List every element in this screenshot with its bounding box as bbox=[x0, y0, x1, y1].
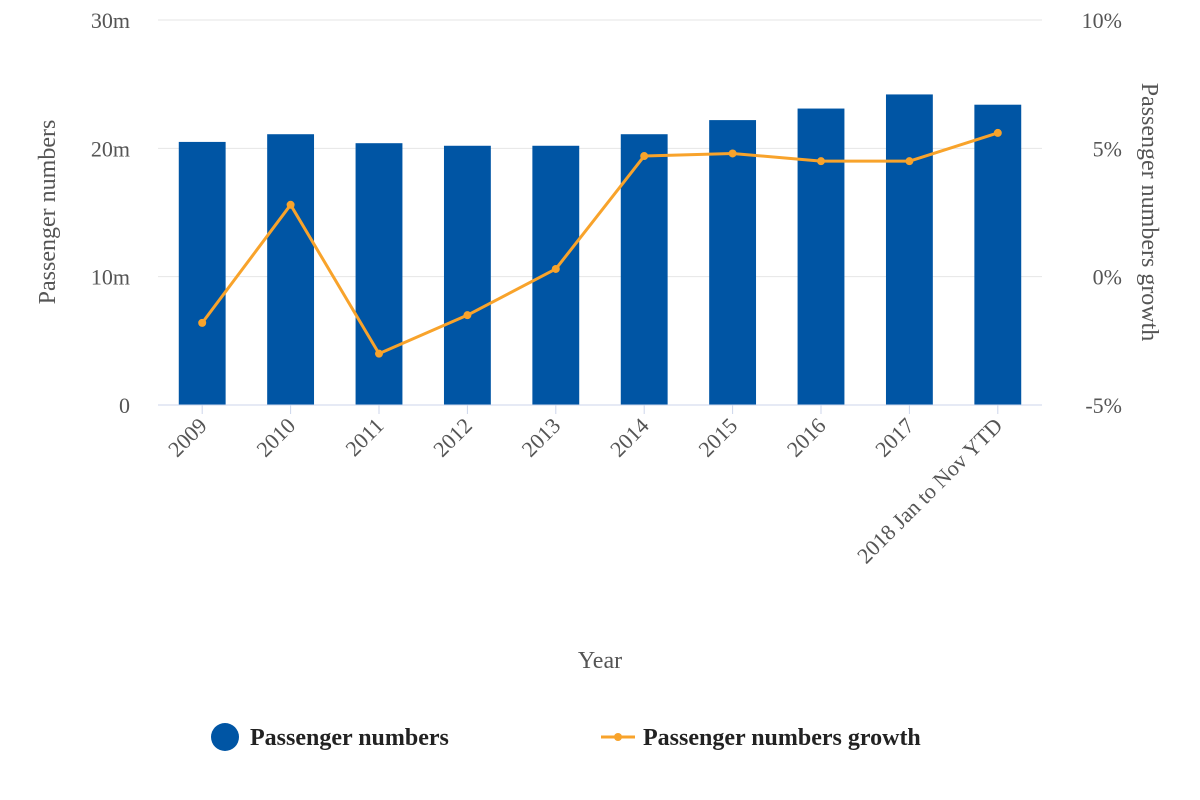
bar bbox=[974, 104, 1022, 405]
x-axis-title: Year bbox=[578, 648, 622, 674]
bar bbox=[443, 145, 491, 405]
y-tick-label: 10m bbox=[91, 265, 130, 290]
bar bbox=[709, 120, 757, 405]
growth-point bbox=[728, 149, 737, 158]
x-tick-label: 2012 bbox=[428, 413, 477, 462]
x-axis-labels: 2009 2010 2011 2012 2013 2014 2015 2016 20172018… bbox=[163, 413, 1007, 568]
legend-marker-passenger-numbers bbox=[211, 723, 239, 751]
x-tick-label: 2011 bbox=[340, 413, 388, 461]
x-tick-label: 2014 bbox=[605, 413, 654, 462]
y-tick-label: 20m bbox=[91, 136, 130, 161]
x-axis-ticks bbox=[201, 405, 999, 414]
legend[interactable]: Passenger numbers Passenger numbers grow… bbox=[211, 723, 921, 751]
growth-point bbox=[640, 152, 649, 161]
bar bbox=[797, 108, 845, 406]
bar-series bbox=[178, 94, 1022, 406]
y-axis-title: Passenger numbers bbox=[35, 120, 61, 305]
growth-point bbox=[463, 311, 472, 320]
bar bbox=[267, 134, 315, 405]
bar bbox=[355, 143, 403, 405]
growth-point bbox=[817, 157, 825, 166]
growth-point bbox=[375, 349, 383, 358]
line-series bbox=[198, 128, 1002, 358]
bar bbox=[885, 94, 933, 405]
x-tick-label: 2016 bbox=[782, 413, 831, 462]
growth-point bbox=[551, 264, 560, 273]
bar bbox=[620, 134, 668, 405]
x-tick-label: 2013 bbox=[517, 413, 566, 462]
legend-marker-dot-growth bbox=[614, 733, 622, 741]
y2-tick-label: 0% bbox=[1093, 265, 1122, 290]
x-tick-label: 2015 bbox=[693, 413, 742, 462]
growth-point bbox=[993, 128, 1002, 137]
y2-tick-label: 5% bbox=[1093, 136, 1122, 161]
legend-label-passenger-numbers-growth[interactable]: Passenger numbers growth bbox=[643, 725, 921, 751]
x-tick-label: 2010 bbox=[251, 413, 300, 462]
x-tick-label: 2018 Jan to Nov YTD bbox=[852, 413, 1007, 568]
growth-line bbox=[200, 131, 999, 356]
growth-point bbox=[905, 157, 914, 166]
bar bbox=[532, 145, 580, 405]
x-tick-label: 2017 bbox=[870, 413, 919, 462]
growth-point bbox=[198, 318, 207, 327]
y2-axis-title: Passenger numbers growth bbox=[1136, 83, 1162, 342]
y-tick-label: 0 bbox=[119, 393, 130, 418]
y2-tick-label: -5% bbox=[1085, 393, 1122, 418]
x-tick-label: 2009 bbox=[163, 413, 212, 462]
y2-tick-label: 10% bbox=[1082, 8, 1122, 33]
legend-label-passenger-numbers[interactable]: Passenger numbers bbox=[250, 725, 449, 751]
left-axis-labels: 0 10m 20m 30m bbox=[91, 8, 130, 418]
growth-point bbox=[286, 200, 295, 209]
bar bbox=[178, 141, 226, 405]
y-tick-label: 30m bbox=[91, 8, 130, 33]
right-axis-labels: -5% 0% 5% 10% bbox=[1082, 8, 1122, 418]
